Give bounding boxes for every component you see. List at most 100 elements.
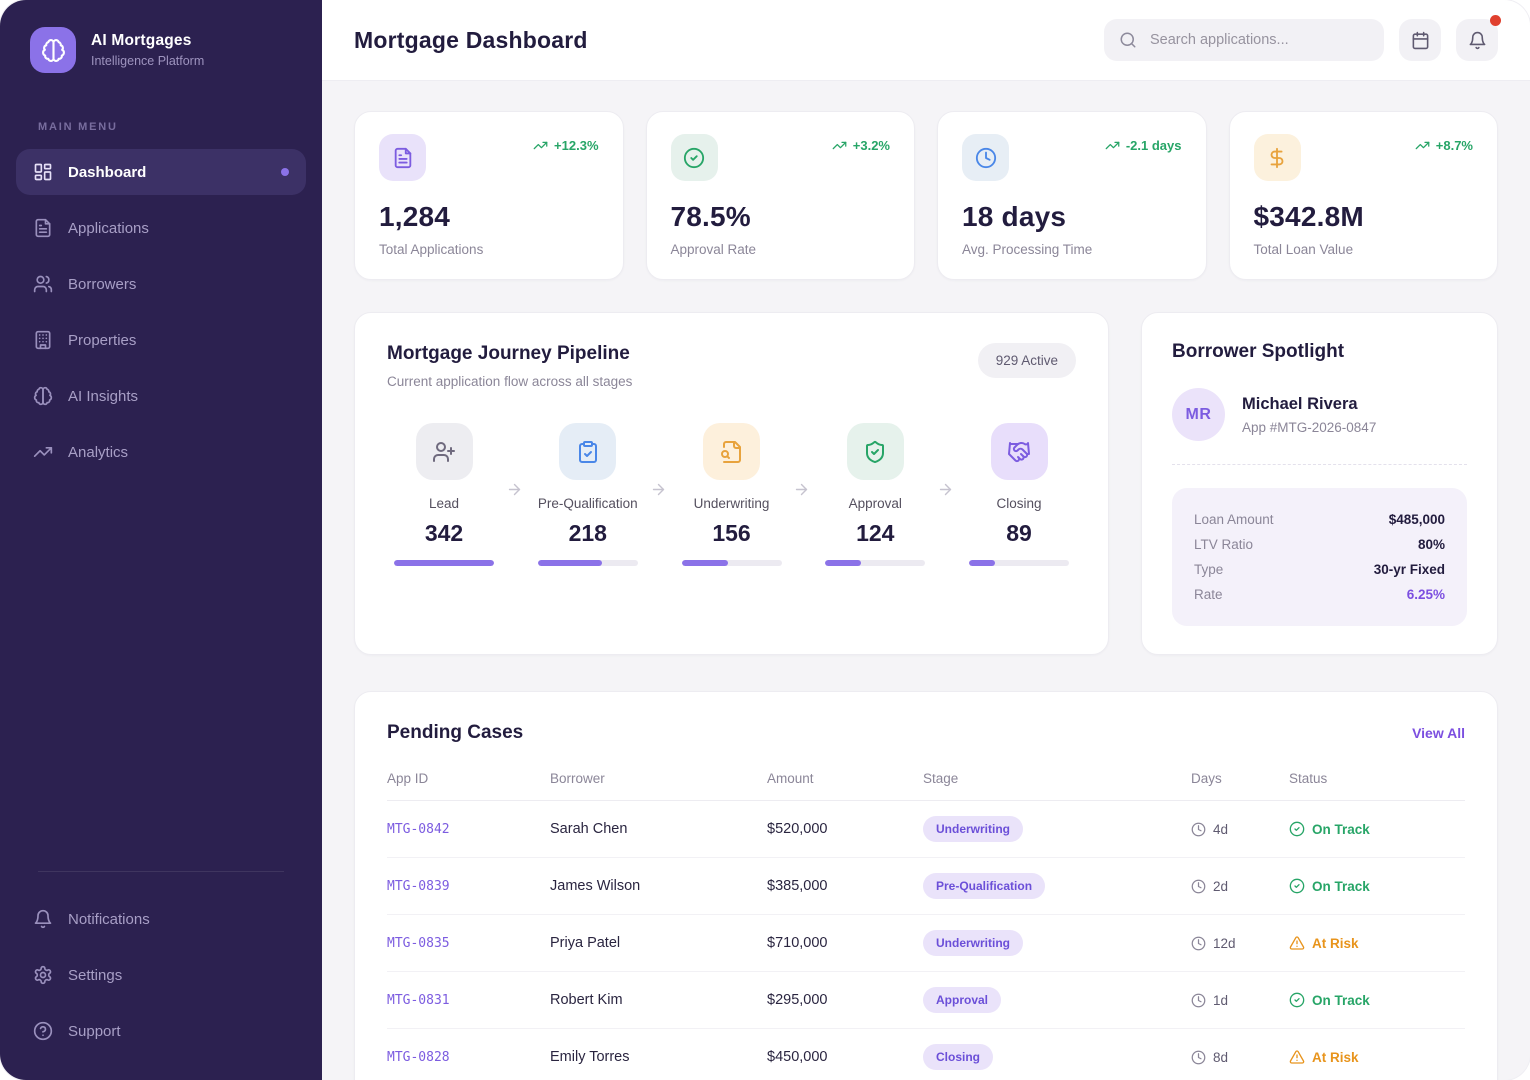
sidebar-item-icon <box>33 442 53 462</box>
clock-icon <box>1191 993 1206 1008</box>
sidebar-footer-item[interactable]: Support <box>16 1008 306 1054</box>
sidebar-item[interactable]: Dashboard <box>16 149 306 195</box>
stat-value: 1,284 <box>379 201 451 232</box>
cell-status: On Track <box>1289 821 1465 837</box>
sidebar-item-label: Dashboard <box>68 163 147 181</box>
stage-progress-fill <box>825 560 862 567</box>
detail-label: Loan Amount <box>1194 512 1274 527</box>
status-icon <box>1289 1049 1305 1065</box>
sidebar-footer-label: Notifications <box>68 910 150 928</box>
cell-app-id[interactable]: MTG-0828 <box>387 1049 450 1065</box>
brand-name: AI Mortgages <box>91 32 192 49</box>
stage-count: 342 <box>424 520 464 547</box>
sidebar-item-label: AI Insights <box>68 387 139 405</box>
detail-value: $485,000 <box>1388 512 1445 527</box>
sidebar-item[interactable]: Analytics <box>16 429 306 475</box>
pipeline-stage: Underwriting 156 <box>652 423 789 567</box>
pipeline-title: Mortgage Journey Pipeline <box>387 343 630 364</box>
pipeline-stage: Pre-Qualification 218 <box>508 423 645 567</box>
cell-app-id[interactable]: MTG-0831 <box>387 992 450 1008</box>
sidebar-footer-item[interactable]: Settings <box>16 952 306 998</box>
stat-icon <box>975 147 997 169</box>
pipeline-stage: Closing 89 <box>939 423 1076 567</box>
sidebar-item[interactable]: AI Insights <box>16 373 306 419</box>
sidebar-item[interactable]: Borrowers <box>16 261 306 307</box>
stage-icon <box>432 440 456 464</box>
cell-stage: Underwriting <box>923 816 1191 842</box>
cell-amount: $385,000 <box>767 878 828 894</box>
stat-card: +8.7% $342.8M Total Loan Value <box>1228 111 1498 280</box>
spotlight-details: Loan Amount $485,000 LTV Ratio 80% Type <box>1172 488 1467 626</box>
sidebar-footer-label: Settings <box>68 966 123 984</box>
stage-count: 218 <box>568 520 607 547</box>
stage-count: 124 <box>856 520 895 547</box>
status-icon <box>1289 992 1305 1008</box>
sidebar-nav: Dashboard Applications Borrowers <box>0 149 322 485</box>
brand-tagline: Intelligence Platform <box>91 54 205 68</box>
clock-icon <box>1191 879 1206 894</box>
table-row[interactable]: MTG-0828 Emily Torres $450,000 Closing 8… <box>387 1029 1465 1080</box>
search-box <box>1104 19 1384 61</box>
calendar-button[interactable] <box>1399 19 1441 61</box>
search-input[interactable] <box>1148 31 1369 49</box>
sidebar-item-icon <box>33 386 53 406</box>
stage-pill: Underwriting <box>923 816 1023 842</box>
pipeline-stages: Lead 342 <box>387 423 1076 567</box>
stage-progress-bar <box>969 560 1069 567</box>
avatar: MR <box>1172 388 1225 441</box>
sidebar-footer-label: Support <box>68 1022 121 1040</box>
sidebar-item[interactable]: Applications <box>16 205 306 251</box>
cell-amount: $295,000 <box>767 992 828 1008</box>
table-row[interactable]: MTG-0842 Sarah Chen $520,000 Underwritin… <box>387 801 1465 858</box>
stage-arrow-icon <box>506 481 523 498</box>
brand: AI Mortgages Intelligence Platform <box>0 0 322 73</box>
sidebar-item-label: Properties <box>68 331 137 349</box>
stage-icon-tile <box>703 423 760 480</box>
table-row[interactable]: MTG-0835 Priya Patel $710,000 Underwriti… <box>387 915 1465 972</box>
cell-amount: $520,000 <box>767 821 828 837</box>
detail-row: Loan Amount $485,000 <box>1194 507 1445 532</box>
table-row[interactable]: MTG-0831 Robert Kim $295,000 Approval 1d <box>387 972 1465 1029</box>
sidebar-item-icon <box>33 330 53 350</box>
stage-progress-fill <box>394 560 494 567</box>
sidebar-item-icon <box>33 218 53 238</box>
cell-amount: $450,000 <box>767 1049 828 1065</box>
clock-icon <box>1191 936 1206 951</box>
brand-logo <box>30 27 76 73</box>
stat-label: Approval Rate <box>670 242 757 257</box>
stage-pill: Underwriting <box>923 930 1023 956</box>
stat-cards: +12.3% 1,284 Total Applications <box>354 111 1498 280</box>
cell-app-id[interactable]: MTG-0842 <box>387 821 450 837</box>
cell-app-id[interactable]: MTG-0839 <box>387 878 450 894</box>
stat-card: +12.3% 1,284 Total Applications <box>354 111 624 280</box>
pipeline-card: Mortgage Journey Pipeline Current applic… <box>354 312 1109 655</box>
cell-app-id[interactable]: MTG-0835 <box>387 935 450 951</box>
stage-progress-fill <box>537 560 602 567</box>
stat-label: Total Applications <box>379 242 484 257</box>
status-icon <box>1289 821 1305 837</box>
cell-days: 8d <box>1191 1050 1289 1065</box>
cell-borrower: Robert Kim <box>550 992 623 1008</box>
bell-icon <box>1468 31 1487 50</box>
stat-icon <box>392 147 414 169</box>
detail-value: 6.25% <box>1406 587 1445 602</box>
column-header: Stage <box>923 771 959 786</box>
sidebar-item[interactable]: Properties <box>16 317 306 363</box>
stat-trend: +8.7% <box>1415 138 1473 153</box>
cell-stage: Pre-Qualification <box>923 873 1191 899</box>
sidebar-footer-item[interactable]: Notifications <box>16 896 306 942</box>
stage-pill: Approval <box>923 987 1002 1013</box>
stat-icon-tile <box>379 134 426 181</box>
pending-cases-title: Pending Cases <box>387 722 524 743</box>
active-indicator-dot <box>281 168 289 176</box>
sidebar-footer-icon <box>33 965 53 985</box>
view-all-link[interactable]: View All <box>1412 725 1465 741</box>
stage-progress-bar <box>825 560 926 567</box>
sidebar-divider <box>38 871 284 872</box>
table-row[interactable]: MTG-0839 James Wilson $385,000 Pre-Quali… <box>387 858 1465 915</box>
stat-icon-tile <box>670 134 718 181</box>
stage-count: 89 <box>1006 520 1032 547</box>
notifications-button[interactable] <box>1456 15 1501 61</box>
status-icon <box>1289 878 1305 894</box>
cell-stage: Approval <box>923 987 1191 1013</box>
